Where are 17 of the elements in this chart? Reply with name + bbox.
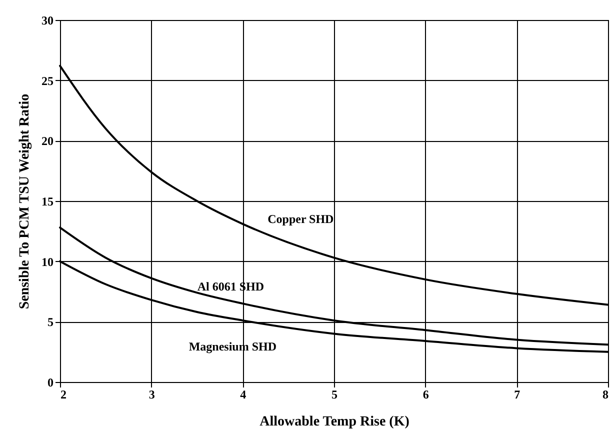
x-axis-title: Allowable Temp Rise (K) [260, 414, 410, 430]
y-tick-label: 0 [48, 376, 54, 390]
y-tick-label: 15 [42, 194, 54, 208]
x-tick-label: 3 [148, 388, 155, 402]
y-tick-label: 30 [42, 14, 54, 28]
y-tick-label: 10 [42, 254, 54, 269]
y-tick-label: 20 [42, 134, 54, 148]
x-tick-label: 4 [240, 388, 246, 402]
x-tick-label: 2 [60, 388, 66, 402]
x-tick-label: 6 [422, 388, 429, 402]
x-tick-label: 8 [602, 388, 608, 402]
x-tick-label: 5 [332, 388, 338, 402]
series-label: Copper SHD [268, 212, 334, 226]
y-tick-label: 5 [48, 315, 54, 330]
x-tick-label: 7 [514, 388, 520, 402]
y-axis-title: Sensible To PCM TSU Weight Ratio [18, 94, 32, 310]
y-tick-label: 25 [42, 74, 54, 88]
